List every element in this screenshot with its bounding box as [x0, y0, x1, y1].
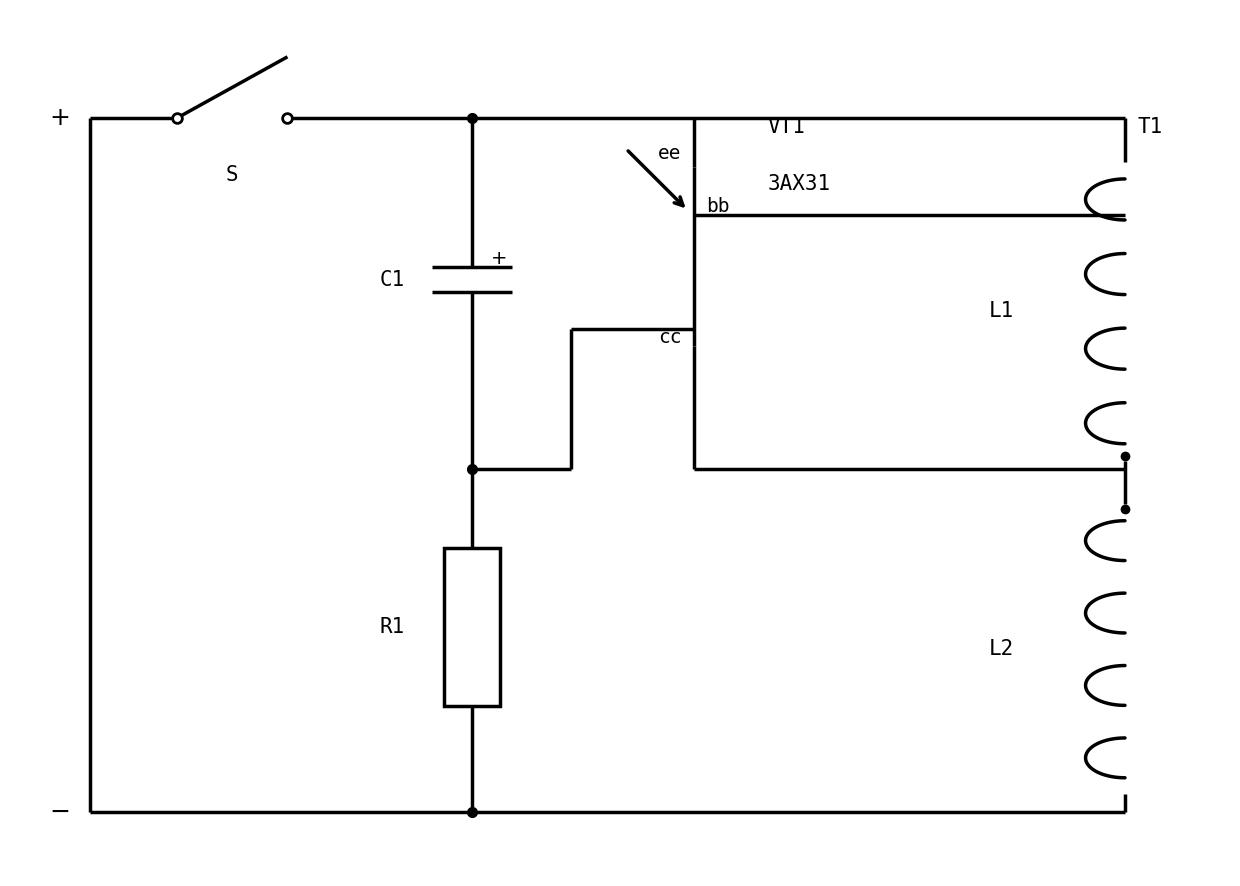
Text: ee: ee: [658, 144, 682, 163]
Text: R1: R1: [379, 618, 404, 637]
Text: +: +: [491, 249, 507, 268]
Text: S: S: [226, 166, 238, 185]
Text: C1: C1: [379, 269, 404, 290]
Text: T1: T1: [1137, 117, 1163, 137]
Text: L2: L2: [988, 640, 1014, 659]
Text: 3AX31: 3AX31: [768, 174, 831, 194]
Text: −: −: [50, 800, 71, 824]
Text: VT1: VT1: [768, 117, 806, 137]
Bar: [444, 548, 500, 706]
Text: L1: L1: [988, 301, 1014, 322]
Text: cc: cc: [658, 328, 682, 347]
Text: +: +: [50, 106, 69, 130]
Text: bb: bb: [707, 197, 729, 215]
